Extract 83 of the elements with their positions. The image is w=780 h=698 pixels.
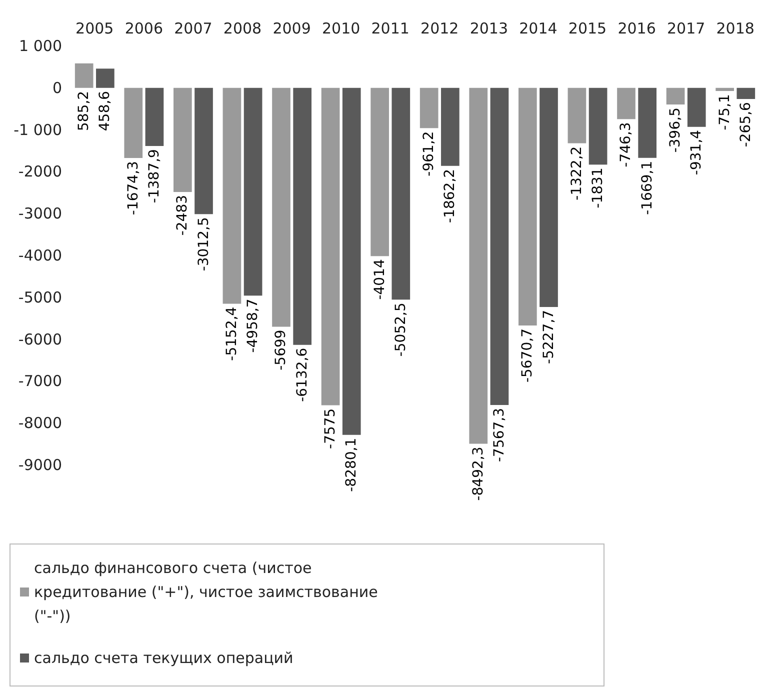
y-tick-label: -5000 bbox=[18, 288, 62, 306]
x-tick-label: 2016 bbox=[618, 20, 656, 38]
data-label: -265,6 bbox=[738, 102, 754, 148]
bar bbox=[244, 88, 262, 296]
x-tick-label: 2018 bbox=[716, 20, 754, 38]
legend-label: сальдо финансового счета (чистое кредитование ("+"), чистое заимствование ("-")) bbox=[34, 559, 383, 625]
data-label: -5699 bbox=[273, 330, 290, 370]
x-tick-label: 2009 bbox=[272, 20, 311, 38]
bar bbox=[638, 88, 656, 158]
y-tick-label: -9000 bbox=[18, 456, 62, 474]
bar bbox=[96, 68, 114, 88]
bar bbox=[321, 88, 340, 406]
data-label: -5152,4 bbox=[224, 306, 240, 361]
y-tick-label: -7000 bbox=[18, 372, 62, 390]
data-label: -931,4 bbox=[688, 130, 705, 176]
x-tick-label: 2014 bbox=[519, 20, 558, 38]
bar bbox=[588, 88, 608, 165]
bar bbox=[293, 88, 312, 345]
data-label: -1322,2 bbox=[568, 146, 585, 200]
data-label: 585,2 bbox=[76, 90, 92, 131]
y-tick-label: -8000 bbox=[18, 414, 62, 432]
bar bbox=[716, 88, 734, 92]
x-tick-label: 2006 bbox=[124, 20, 164, 38]
data-label: -1674,3 bbox=[125, 161, 142, 216]
data-label: -1862,2 bbox=[442, 168, 458, 223]
bar bbox=[174, 88, 192, 192]
y-tick-label: -3000 bbox=[18, 204, 62, 223]
data-label: -7567,3 bbox=[491, 408, 508, 462]
bar bbox=[370, 88, 389, 256]
data-label: -8280,1 bbox=[344, 438, 360, 492]
data-label: -1669,1 bbox=[639, 160, 656, 215]
y-tick-label: 0 bbox=[52, 78, 62, 97]
bar bbox=[687, 88, 706, 127]
bar bbox=[736, 88, 756, 100]
bar bbox=[441, 88, 460, 166]
bar bbox=[124, 88, 143, 158]
data-label: 458,6 bbox=[97, 90, 114, 131]
data-label: -3012,5 bbox=[196, 217, 212, 272]
x-tick-label: 2007 bbox=[174, 20, 212, 38]
bar bbox=[568, 88, 586, 144]
data-label: -5670,7 bbox=[520, 328, 536, 383]
bar bbox=[272, 88, 290, 327]
bar bbox=[617, 88, 636, 120]
x-tick-label: 2017 bbox=[666, 20, 706, 38]
x-tick-label: 2015 bbox=[568, 20, 607, 38]
data-label: -5227,7 bbox=[540, 310, 557, 364]
data-label: -75,1 bbox=[716, 94, 733, 130]
y-tick-label: 1 000 bbox=[19, 37, 62, 55]
data-label: -961,2 bbox=[421, 131, 438, 176]
legend-label: сальдо счета текущих операций bbox=[34, 649, 294, 667]
data-label: -4014 bbox=[372, 259, 388, 300]
y-tick-label: -2000 bbox=[18, 162, 62, 181]
y-tick-label: -4000 bbox=[18, 246, 62, 264]
bar bbox=[342, 88, 361, 435]
bar bbox=[194, 88, 213, 214]
y-tick-label: -6000 bbox=[18, 330, 62, 348]
bar bbox=[74, 63, 94, 88]
x-tick-label: 2012 bbox=[420, 20, 459, 38]
x-tick-label: 2008 bbox=[223, 20, 262, 38]
bar bbox=[420, 88, 438, 128]
bar bbox=[469, 88, 488, 444]
data-label: -7575 bbox=[322, 408, 339, 449]
data-label: -6132,6 bbox=[294, 348, 310, 402]
data-label: -2483 bbox=[174, 194, 191, 236]
y-tick-label: -1 000 bbox=[14, 120, 62, 139]
x-tick-label: 2011 bbox=[371, 20, 410, 38]
bar bbox=[490, 88, 509, 405]
bar bbox=[392, 88, 410, 300]
bar bbox=[518, 88, 537, 326]
data-label: -1831 bbox=[590, 168, 606, 208]
data-label: -5052,5 bbox=[392, 302, 409, 357]
data-label: -8492,3 bbox=[470, 446, 486, 501]
x-tick-label: 2010 bbox=[322, 20, 360, 38]
data-label: -1387,9 bbox=[146, 149, 162, 204]
bar bbox=[540, 88, 558, 307]
bar bbox=[222, 88, 242, 304]
bar bbox=[145, 88, 164, 146]
x-tick-label: 2013 bbox=[470, 20, 508, 38]
x-tick-label: 2005 bbox=[76, 20, 114, 38]
data-label: -4958,7 bbox=[245, 298, 262, 353]
bar bbox=[666, 88, 685, 105]
data-label: -396,5 bbox=[668, 108, 684, 153]
data-label: -746,3 bbox=[618, 122, 634, 168]
